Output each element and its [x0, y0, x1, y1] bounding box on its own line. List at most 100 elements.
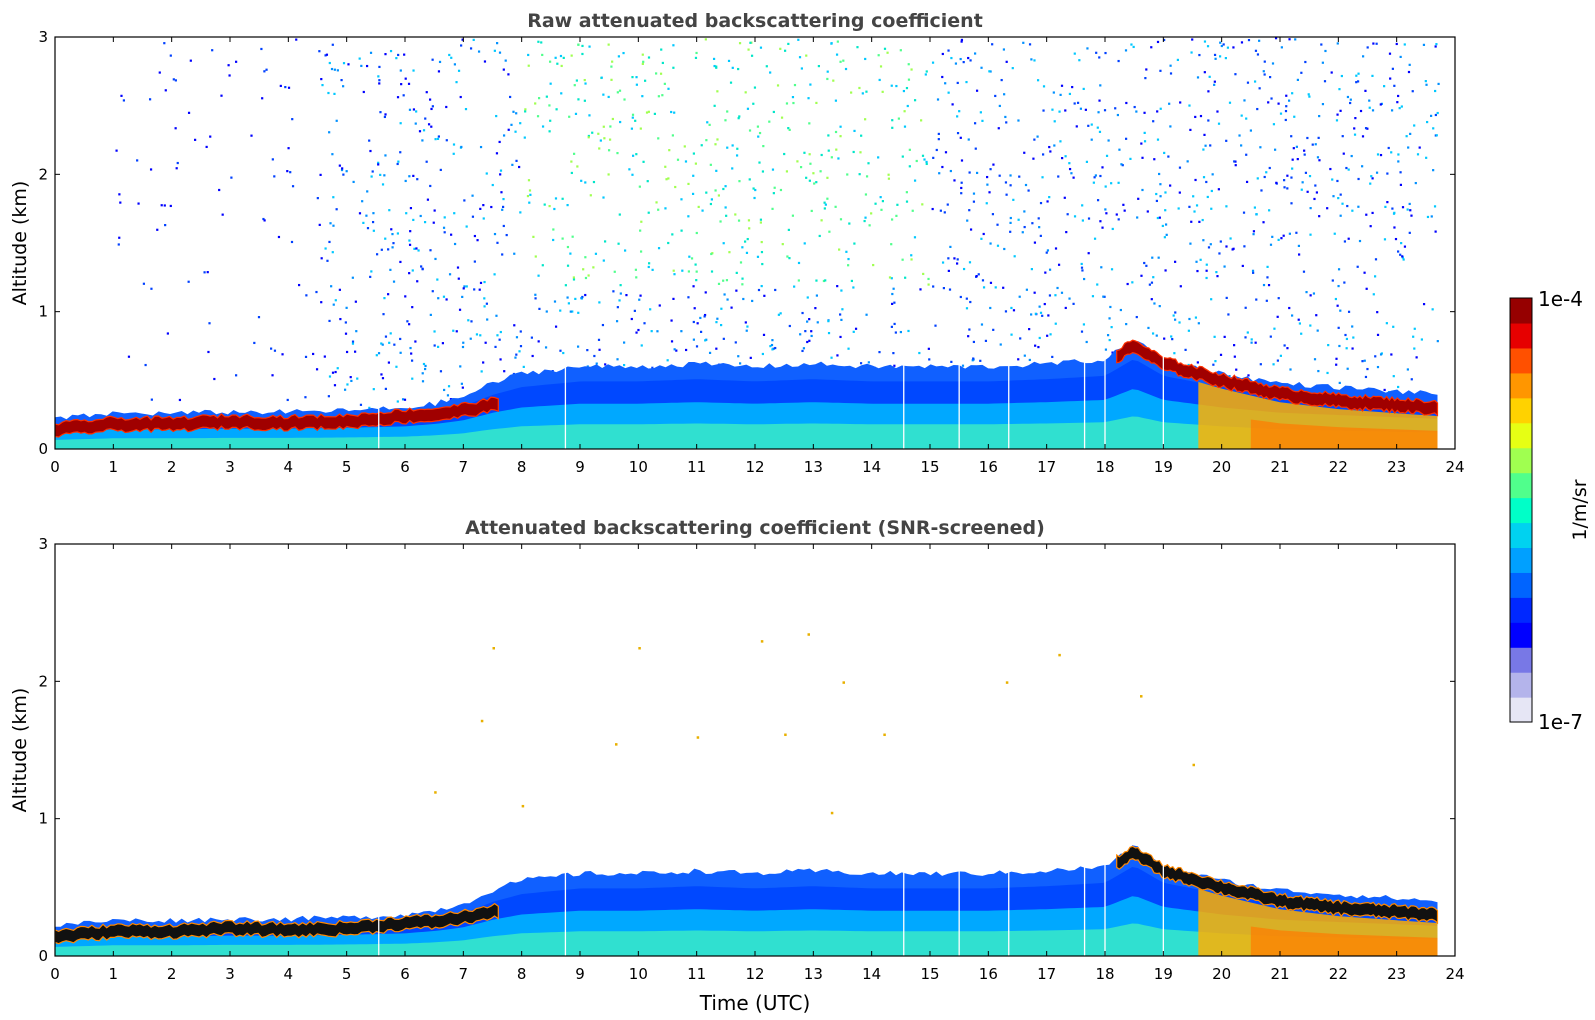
scattered-point [807, 633, 810, 636]
top-y-tick-label: 2 [38, 165, 48, 183]
top-x-tick: 13 [804, 37, 823, 476]
bottom-x-tick-label: 20 [1212, 965, 1231, 983]
bottom-x-tick: 24 [1445, 544, 1465, 983]
scattered-point [521, 804, 525, 808]
top-x-tick-label: 22 [1329, 458, 1348, 476]
top-x-tick: 16 [979, 37, 998, 476]
bottom-x-tick: 23 [1387, 544, 1406, 983]
bottom-plot-area [55, 633, 1439, 956]
bottom-x-tick: 4 [284, 544, 294, 983]
top-y-tick-label: 0 [38, 440, 48, 458]
bottom-y-tick: 1 [38, 810, 1455, 828]
top-x-tick: 8 [517, 37, 527, 476]
bottom-x-tick: 8 [517, 544, 526, 983]
bottom-x-tick: 16 [979, 544, 998, 983]
colorbar-swatch [1510, 472, 1532, 499]
top-y-tick: 1 [38, 303, 1455, 321]
scattered-point [1058, 653, 1061, 657]
top-x-tick: 3 [225, 37, 235, 476]
scattered-point [492, 647, 495, 650]
top-x-tick-label: 5 [342, 458, 352, 476]
bottom-x-tick-label: 16 [979, 965, 998, 983]
bottom-x-tick: 14 [862, 544, 881, 983]
colorbar-max-label: 1e-4 [1538, 287, 1583, 311]
top-x-tick-label: 14 [862, 458, 881, 476]
bottom-x-tick: 18 [1095, 544, 1115, 983]
bottom-x-tick-label: 12 [745, 965, 764, 983]
top-y-tick-label: 3 [38, 28, 48, 46]
scattered-point [638, 647, 641, 650]
bottom-x-tick-label: 19 [1154, 965, 1173, 983]
top-x-tick: 1 [109, 37, 119, 476]
top-x-tick-label: 15 [920, 458, 939, 476]
top-x-tick: 17 [1037, 37, 1056, 476]
aerosol-peak-layer [55, 902, 499, 945]
colorbar-swatch [1510, 622, 1532, 648]
bottom-x-tick-label: 4 [284, 965, 294, 983]
top-x-tick: 24 [1445, 37, 1465, 476]
bottom-x-tick: 9 [575, 544, 585, 983]
bottom-x-tick: 19 [1154, 544, 1173, 983]
top-x-axis: 0 1 2 3 4 5 6 7 8 9 10 11 12 13 14 15 16 17 18 19 20 21 22 23 24 [50, 37, 1465, 476]
top-x-tick-label: 12 [745, 458, 764, 476]
scattered-point [696, 736, 700, 739]
colorbar-swatch [1510, 497, 1532, 524]
top-y-axis: 0 1 2 3 [38, 28, 1455, 458]
bottom-y-tick-label: 1 [38, 810, 48, 828]
top-plot-area [55, 37, 1440, 449]
scattered-point [615, 743, 618, 746]
bottom-x-tick-label: 1 [109, 965, 119, 983]
bottom-x-tick: 1 [109, 544, 119, 983]
colorbar-swatch [1510, 522, 1532, 549]
bottom-panel: Attenuated backscattering coefficient (S… [9, 517, 1465, 1015]
top-x-tick-label: 9 [575, 458, 585, 476]
bottom-x-tick-label: 10 [629, 965, 648, 983]
top-y-tick: 3 [38, 28, 1455, 46]
top-x-tick-label: 17 [1037, 458, 1056, 476]
colorbar-swatch [1510, 547, 1532, 573]
top-x-tick: 2 [167, 37, 177, 476]
top-x-tick-label: 8 [517, 458, 527, 476]
top-x-tick: 9 [575, 37, 585, 476]
bottom-x-tick: 12 [745, 544, 765, 983]
top-y-tick-label: 1 [38, 303, 48, 321]
colorbar: 1e-4 1e-7 1/m/sr [1509, 287, 1591, 734]
bottom-x-tick: 17 [1037, 544, 1056, 983]
bottom-x-tick: 20 [1212, 544, 1231, 983]
top-x-tick-label: 2 [167, 458, 177, 476]
boundary-layer-band [55, 416, 1438, 449]
colorbar-unit-label: 1/m/sr [1569, 479, 1591, 540]
top-x-tick: 7 [459, 37, 468, 476]
bottom-y-tick-label: 3 [38, 535, 48, 553]
top-x-tick: 21 [1270, 37, 1290, 476]
aerosol-peak-layer [1116, 845, 1439, 925]
scattered-point [830, 811, 834, 815]
bottom-x-axis: 0 1 2 3 4 5 6 7 8 9 10 11 12 13 14 15 16 17 18 19 20 21 22 23 24 [50, 544, 1465, 983]
bottom-ylabel: Altitude (km) [9, 688, 31, 813]
scattered-point [842, 681, 845, 684]
colorbar-swatch [1510, 672, 1532, 698]
top-x-tick: 15 [920, 37, 940, 476]
bottom-x-tick-label: 24 [1445, 965, 1464, 983]
bottom-y-axis: 0 1 2 3 [38, 535, 1455, 965]
bottom-x-tick: 2 [167, 544, 176, 983]
bottom-x-tick: 15 [920, 544, 940, 983]
top-x-tick: 20 [1212, 37, 1231, 476]
colorbar-swatch [1510, 572, 1532, 598]
bottom-y-tick: 3 [38, 535, 1455, 553]
bottom-x-tick-label: 11 [687, 965, 706, 983]
bottom-x-tick-label: 9 [575, 965, 585, 983]
scattered-point [1192, 763, 1195, 767]
top-x-tick-label: 6 [400, 458, 410, 476]
bottom-y-tick: 0 [38, 947, 1455, 965]
scattered-point [434, 791, 437, 794]
top-x-tick: 14 [862, 37, 881, 476]
top-x-tick-label: 1 [109, 458, 119, 476]
bottom-y-tick-label: 2 [38, 672, 48, 690]
bottom-x-tick-label: 18 [1095, 965, 1114, 983]
colorbar-min-label: 1e-7 [1538, 710, 1583, 734]
top-x-tick-label: 13 [804, 458, 823, 476]
scattered-point [760, 640, 764, 643]
colorbar-swatch [1510, 372, 1532, 399]
